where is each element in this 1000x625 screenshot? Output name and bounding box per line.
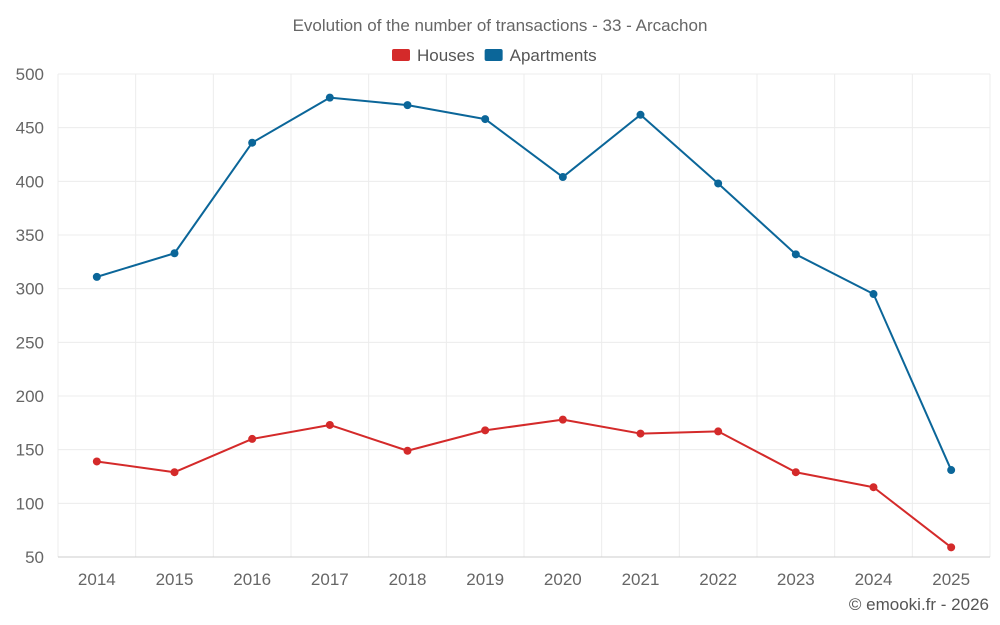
data-point[interactable] (791, 468, 800, 477)
data-point[interactable] (558, 173, 567, 182)
x-tick-label: 2018 (389, 570, 427, 589)
data-point[interactable] (481, 115, 490, 124)
data-point[interactable] (403, 101, 412, 110)
grid (57, 73, 991, 558)
y-tick-label: 400 (16, 172, 44, 191)
data-point[interactable] (403, 446, 412, 455)
data-point[interactable] (714, 427, 723, 436)
x-tick-label: 2014 (78, 570, 116, 589)
y-axis-ticks: 50 100 150 200 250 300 350 400 450 500 (16, 65, 44, 567)
data-point[interactable] (947, 543, 956, 552)
x-tick-label: 2022 (699, 570, 737, 589)
data-point[interactable] (791, 250, 800, 259)
legend: Houses Apartments (392, 46, 597, 65)
x-tick-label: 2023 (777, 570, 815, 589)
x-tick-label: 2019 (466, 570, 504, 589)
x-tick-label: 2024 (855, 570, 893, 589)
data-point[interactable] (170, 468, 179, 477)
data-point[interactable] (636, 429, 645, 438)
data-point[interactable] (92, 457, 101, 466)
data-point[interactable] (558, 415, 567, 424)
y-tick-label: 100 (16, 494, 44, 513)
series-layer (92, 93, 956, 552)
data-point[interactable] (248, 138, 257, 147)
data-point[interactable] (325, 93, 334, 102)
legend-swatch (484, 49, 503, 61)
data-point[interactable] (869, 290, 878, 299)
legend-item-houses[interactable]: Houses (392, 46, 475, 65)
y-tick-label: 500 (16, 65, 44, 84)
y-tick-label: 450 (16, 119, 44, 138)
data-point[interactable] (92, 272, 101, 281)
series-line-apartments (96, 96, 953, 471)
data-point[interactable] (325, 420, 334, 429)
data-point[interactable] (636, 110, 645, 119)
legend-item-apartments[interactable]: Apartments (484, 46, 597, 65)
y-tick-label: 300 (16, 280, 44, 299)
x-axis-ticks: 2014 2015 2016 2017 2018 2019 2020 2021 2022 2023… (78, 570, 970, 589)
x-tick-label: 2015 (156, 570, 194, 589)
data-point[interactable] (947, 466, 956, 475)
series-line-houses (96, 418, 952, 549)
data-point[interactable] (481, 426, 490, 435)
data-point[interactable] (869, 483, 878, 492)
x-tick-label: 2025 (932, 570, 970, 589)
y-tick-label: 250 (16, 333, 44, 352)
data-point[interactable] (714, 179, 723, 188)
y-tick-label: 50 (25, 548, 44, 567)
series-houses (92, 415, 956, 552)
y-tick-label: 150 (16, 441, 44, 460)
legend-swatch (392, 49, 410, 61)
x-tick-label: 2021 (622, 570, 660, 589)
data-point[interactable] (170, 249, 179, 258)
credit-text: © emooki.fr - 2026 (849, 595, 989, 614)
legend-label: Apartments (510, 46, 597, 65)
data-point[interactable] (248, 434, 257, 443)
y-tick-label: 200 (16, 387, 44, 406)
y-tick-label: 350 (16, 226, 44, 245)
x-tick-label: 2016 (233, 570, 271, 589)
chart-title: Evolution of the number of transactions … (293, 16, 708, 35)
legend-label: Houses (417, 46, 475, 65)
x-tick-label: 2017 (311, 570, 349, 589)
x-tick-label: 2020 (544, 570, 582, 589)
series-apartments (92, 93, 956, 475)
